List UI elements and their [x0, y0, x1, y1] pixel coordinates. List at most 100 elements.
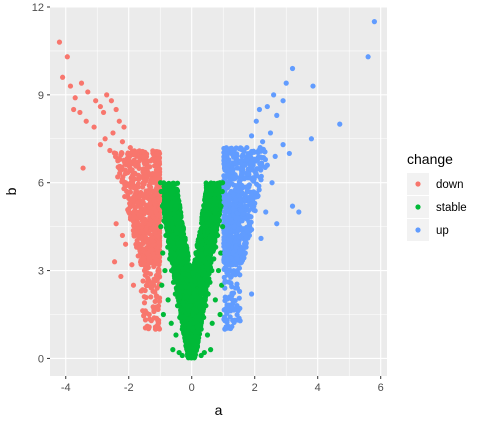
stable-point	[191, 349, 197, 356]
down-point	[122, 184, 128, 190]
down-point	[122, 167, 128, 173]
down-point	[126, 151, 132, 157]
down-point	[155, 260, 161, 266]
up-point	[244, 144, 250, 151]
down-point	[156, 244, 162, 250]
legend-item-up: up	[407, 219, 449, 241]
down-point	[138, 229, 144, 235]
stable-point	[172, 291, 178, 297]
down-point	[80, 165, 86, 171]
stable-point	[209, 214, 215, 220]
up-point	[236, 221, 242, 227]
stable-point	[165, 244, 171, 250]
stable-point	[179, 352, 185, 359]
up-point	[227, 267, 233, 273]
legend-label-up: up	[436, 225, 449, 237]
down-point	[150, 304, 156, 310]
stable-point	[209, 267, 215, 274]
up-point	[256, 106, 263, 113]
down-point	[140, 181, 147, 187]
stable-point	[170, 279, 177, 285]
up-point	[221, 274, 227, 280]
up-point	[234, 312, 240, 318]
up-point	[238, 259, 244, 266]
legend-dot-up	[415, 227, 421, 233]
stable-point	[203, 244, 210, 251]
down-point	[141, 313, 147, 319]
down-point	[151, 263, 157, 270]
points-layer	[56, 19, 378, 361]
up-point	[238, 207, 244, 213]
up-point	[254, 173, 260, 179]
down-point	[137, 203, 143, 210]
down-point	[141, 300, 148, 306]
up-point	[224, 172, 231, 178]
stable-point	[198, 352, 204, 359]
down-point	[141, 262, 147, 268]
down-point	[113, 106, 119, 113]
down-point	[112, 154, 119, 160]
down-point	[102, 136, 108, 142]
stable-point	[203, 250, 209, 256]
up-point	[251, 149, 257, 155]
up-point	[259, 160, 265, 166]
stable-point	[204, 332, 211, 338]
down-point	[151, 197, 157, 203]
stable-point	[160, 311, 166, 318]
down-point	[132, 231, 139, 238]
up-point	[239, 153, 245, 159]
down-point	[152, 208, 159, 214]
down-point	[122, 180, 129, 186]
down-point	[156, 298, 163, 304]
up-point	[238, 161, 245, 167]
x-tick-label: 2	[252, 382, 258, 394]
stable-point	[212, 238, 218, 244]
down-point	[64, 54, 70, 60]
stable-point	[174, 303, 181, 309]
up-point	[242, 250, 248, 256]
stable-point	[207, 187, 214, 194]
down-point	[154, 218, 160, 224]
stable-point	[168, 251, 174, 257]
stable-point	[162, 267, 168, 274]
down-point	[151, 259, 157, 265]
down-point	[130, 203, 137, 209]
down-point	[144, 151, 150, 157]
stable-point	[196, 260, 202, 266]
stable-point	[206, 203, 212, 209]
down-point	[127, 162, 133, 169]
up-point	[226, 208, 232, 214]
down-point	[149, 246, 155, 252]
stable-point	[160, 250, 166, 256]
stable-point	[184, 277, 190, 283]
down-point	[145, 279, 151, 285]
stable-point	[213, 244, 219, 250]
down-point	[140, 278, 146, 284]
up-point	[225, 180, 231, 186]
down-point	[59, 74, 66, 80]
up-point	[233, 262, 239, 268]
up-point	[237, 318, 243, 324]
down-point	[126, 209, 132, 215]
stable-point	[168, 190, 174, 197]
up-point	[286, 150, 292, 157]
up-point	[237, 177, 244, 183]
stable-point	[183, 264, 189, 270]
up-point	[251, 207, 257, 213]
down-point	[115, 174, 121, 180]
stable-point	[212, 297, 218, 303]
stable-point	[180, 271, 186, 277]
up-point	[223, 215, 229, 221]
stable-point	[171, 245, 178, 251]
stable-point	[178, 256, 184, 262]
up-point	[228, 233, 234, 240]
up-point	[280, 142, 286, 148]
up-point	[264, 103, 270, 110]
up-point	[289, 65, 296, 72]
stable-point	[208, 347, 214, 353]
up-point	[225, 262, 231, 268]
down-point	[134, 188, 140, 195]
up-point	[269, 180, 275, 186]
down-point	[152, 171, 159, 177]
